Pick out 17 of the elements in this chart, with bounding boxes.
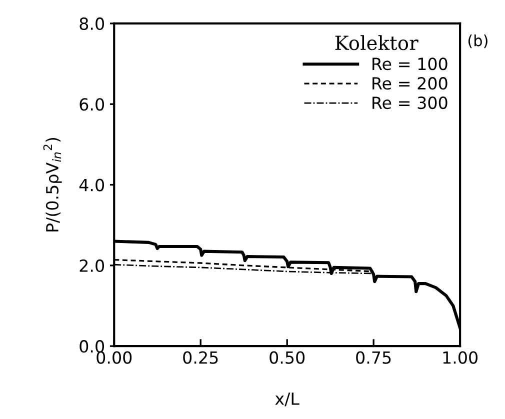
x-tick-label: 0.75 — [356, 351, 391, 364]
x-axis-title: x/L — [275, 392, 300, 406]
legend-title: Kolektor — [335, 35, 418, 50]
x-tick-label: 1.00 — [443, 351, 478, 364]
y-axis-title: P/(0.5ρV$_{in}$$^{2}$) — [43, 138, 62, 232]
y-tick-label: 6.0 — [80, 98, 104, 111]
y-tick-label: 0.0 — [80, 340, 104, 353]
x-tick-label: 0.25 — [183, 351, 218, 364]
y-tick-label: 8.0 — [80, 17, 104, 30]
text: (b) — [468, 34, 488, 48]
legend-label: Re = 300 — [372, 96, 448, 110]
y-tick-label: 2.0 — [80, 259, 104, 272]
legend-label: Re = 200 — [372, 77, 448, 90]
legend-label: Re = 100 — [372, 58, 448, 70]
x-tick-label: 0.50 — [270, 351, 305, 364]
y-tick-label: 4.0 — [79, 178, 104, 192]
x-tick-label: 0.00 — [96, 351, 132, 364]
